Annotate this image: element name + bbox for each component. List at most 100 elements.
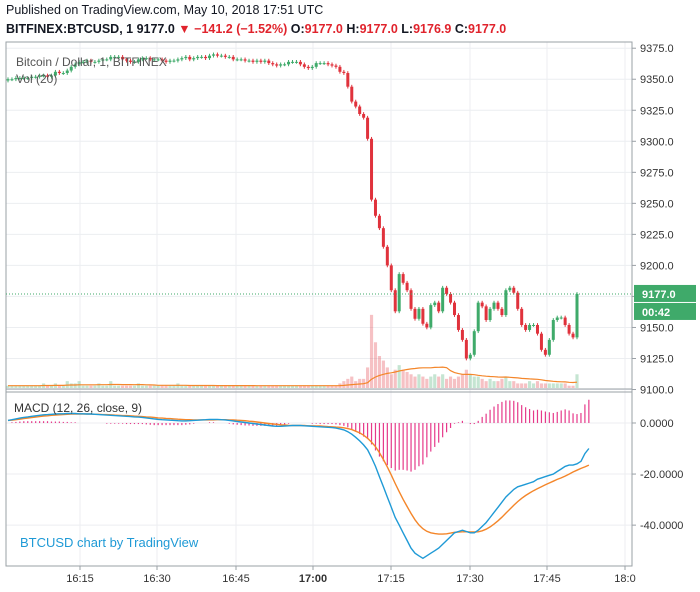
candle-body: [42, 75, 46, 77]
volume-bar: [152, 385, 156, 388]
last-price: 9177.0: [136, 22, 175, 36]
candle-body: [6, 79, 10, 81]
volume-bar: [34, 385, 38, 388]
volume-bar: [488, 378, 492, 388]
countdown-tag-text: 00:42: [642, 307, 670, 319]
candle-body: [401, 274, 405, 283]
volume-bar: [49, 385, 54, 388]
candle-body: [366, 117, 370, 139]
candle-body: [18, 77, 22, 79]
volume-bar: [555, 383, 559, 388]
candle-body: [417, 308, 421, 319]
candle-body: [132, 61, 136, 63]
candle-body: [425, 323, 429, 328]
candle-body: [500, 308, 504, 316]
candle-body: [460, 329, 464, 340]
volume-bar: [144, 385, 148, 388]
candle-body: [508, 287, 512, 291]
volume-bar: [196, 385, 200, 388]
volume-bar: [192, 385, 196, 388]
candle-body: [271, 63, 275, 65]
volume-bar: [377, 356, 382, 388]
volume-bar: [22, 385, 26, 388]
candle-body: [575, 293, 579, 338]
volume-bar: [45, 385, 50, 388]
volume-bar: [298, 385, 302, 388]
price-tick-label: 9125.0: [640, 353, 674, 365]
candle-body: [46, 75, 50, 77]
candle-body: [160, 59, 164, 61]
macd-tick-label: -20.0000: [640, 469, 683, 481]
candle-body: [535, 324, 539, 334]
time-tick-label: 16:15: [66, 573, 94, 585]
volume-bar: [484, 381, 488, 388]
volume-bar: [452, 378, 457, 388]
candle-body: [350, 86, 354, 102]
volume-bar: [373, 342, 378, 388]
price-tick-label: 9200.0: [640, 260, 674, 272]
open-value: 9177.0: [304, 22, 343, 36]
volume-bar: [128, 385, 133, 388]
volume-bar: [302, 385, 306, 388]
volume-bar: [6, 385, 10, 388]
main-legend: Bitcoin / Dollar, 1, BITFINEX: [16, 55, 167, 69]
publish-info: Published on TradingView.com, May 10, 20…: [6, 3, 324, 17]
open-label: O:: [290, 22, 305, 36]
time-tick-label: 18:0: [614, 573, 635, 585]
candle-body: [61, 73, 65, 75]
candle-body: [370, 138, 374, 200]
symbol-name: BITFINEX:BTCUSD, 1: [6, 22, 134, 36]
volume-bar: [160, 385, 164, 388]
volume-bar: [243, 385, 247, 388]
candle-body: [441, 287, 445, 312]
price-tick-label: 9325.0: [640, 105, 674, 117]
volume-bar: [180, 385, 184, 388]
candle-body: [93, 61, 97, 63]
volume-bar: [69, 383, 73, 388]
candle-body: [208, 55, 212, 59]
candle-body: [109, 56, 113, 60]
volume-bar: [334, 385, 338, 388]
axes: 9375.0 9350.0 9325.0 9300.0 9275.0 9250.0 9225…: [66, 43, 683, 585]
volume-bar: [211, 385, 216, 388]
volume-bar: [389, 374, 393, 388]
volume-bar: [468, 374, 472, 388]
volume-bar: [148, 385, 152, 388]
candle-body: [239, 59, 243, 61]
candle-body: [85, 60, 89, 62]
candle-body: [184, 56, 188, 59]
macd-line: [7, 412, 590, 560]
candle-body: [105, 59, 109, 61]
candle-body: [26, 77, 30, 79]
volume-bar: [97, 383, 101, 388]
volume-bar: [401, 369, 405, 388]
volume-bar: [567, 385, 571, 388]
candle-body: [255, 60, 259, 62]
volume-bar: [184, 385, 188, 388]
candle-body: [492, 302, 496, 309]
low-label: L:: [401, 22, 414, 36]
candle-body: [532, 324, 536, 326]
candle-body: [362, 113, 366, 118]
candle-body: [298, 61, 302, 65]
candle-body: [306, 66, 310, 69]
volume-bar: [318, 385, 322, 388]
candle-body: [338, 66, 342, 72]
candle-body: [283, 64, 287, 66]
volume-bar: [445, 378, 449, 388]
candle-body: [231, 56, 235, 60]
candle-body: [53, 71, 57, 76]
volume-bar: [365, 367, 370, 388]
volume-bar: [30, 385, 34, 388]
volume-bar: [207, 385, 212, 388]
volume-bars: [6, 314, 579, 388]
candle-body: [113, 56, 117, 58]
high-value: 9177.0: [359, 22, 398, 36]
macd-tick-label: 0.0000: [640, 418, 674, 430]
volume-bar: [259, 385, 263, 388]
volume-bar: [409, 374, 413, 388]
candle-body: [504, 290, 508, 316]
volume-bar: [492, 381, 496, 388]
volume-bar: [251, 385, 255, 388]
